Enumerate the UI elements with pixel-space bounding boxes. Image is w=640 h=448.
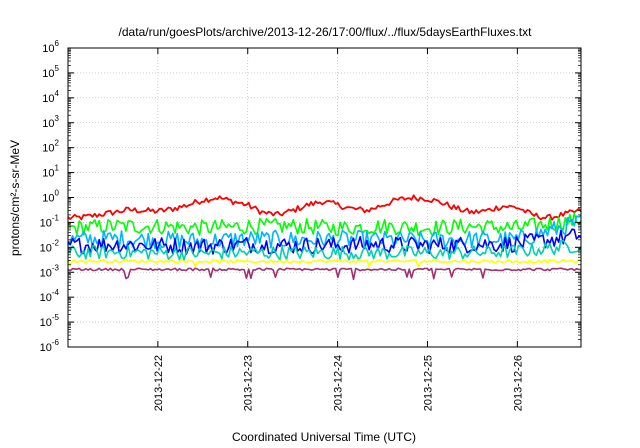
y-tick-label: 101 (42, 164, 59, 180)
y-tick-label: 10-2 (40, 238, 60, 254)
series-line-4 (67, 228, 582, 255)
y-axis-label: protons/cm²-s-sr-MeV (8, 140, 22, 256)
x-tick-label: 2013-12-23 (243, 355, 255, 411)
y-tick-label: 100 (42, 189, 59, 205)
x-tick-label: 2013-12-25 (422, 355, 434, 411)
x-tick-labels: 2013-12-22 2013-12-23 2013-12-24 2013-12-25… (153, 355, 524, 411)
x-tick-label: 2013-12-24 (333, 355, 345, 411)
series-line-1 (67, 194, 582, 221)
y-tick-label: 10-4 (40, 288, 60, 304)
axis-ticks (68, 47, 581, 348)
y-tick-label: 10-5 (40, 313, 60, 329)
y-tick-label: 105 (42, 64, 59, 80)
y-tick-label: 10-3 (40, 263, 60, 279)
x-tick-label: 2013-12-26 (512, 355, 524, 411)
y-tick-label: 106 (42, 39, 59, 55)
series-line-6 (67, 258, 582, 268)
grid-lines (68, 47, 581, 348)
series-line-2 (67, 212, 582, 237)
y-tick-label: 103 (42, 114, 59, 130)
y-tick-label: 104 (42, 89, 59, 105)
y-tick-label: 10-6 (40, 338, 60, 354)
plot-frame (67, 47, 582, 348)
y-tick-label: 10-1 (40, 213, 60, 229)
data-series (67, 194, 582, 281)
x-tick-label: 2013-12-22 (153, 355, 165, 411)
series-line-7 (67, 267, 582, 281)
chart-title: /data/run/goesPlots/archive/2013-12-26/1… (119, 25, 533, 39)
series-line-5 (67, 239, 582, 261)
x-axis-label: Coordinated Universal Time (UTC) (232, 430, 416, 444)
y-tick-label: 102 (42, 139, 59, 155)
y-tick-labels: 10-6 10-5 10-4 10-3 10-2 10-1 100 101 102 103 104 1… (40, 39, 60, 354)
